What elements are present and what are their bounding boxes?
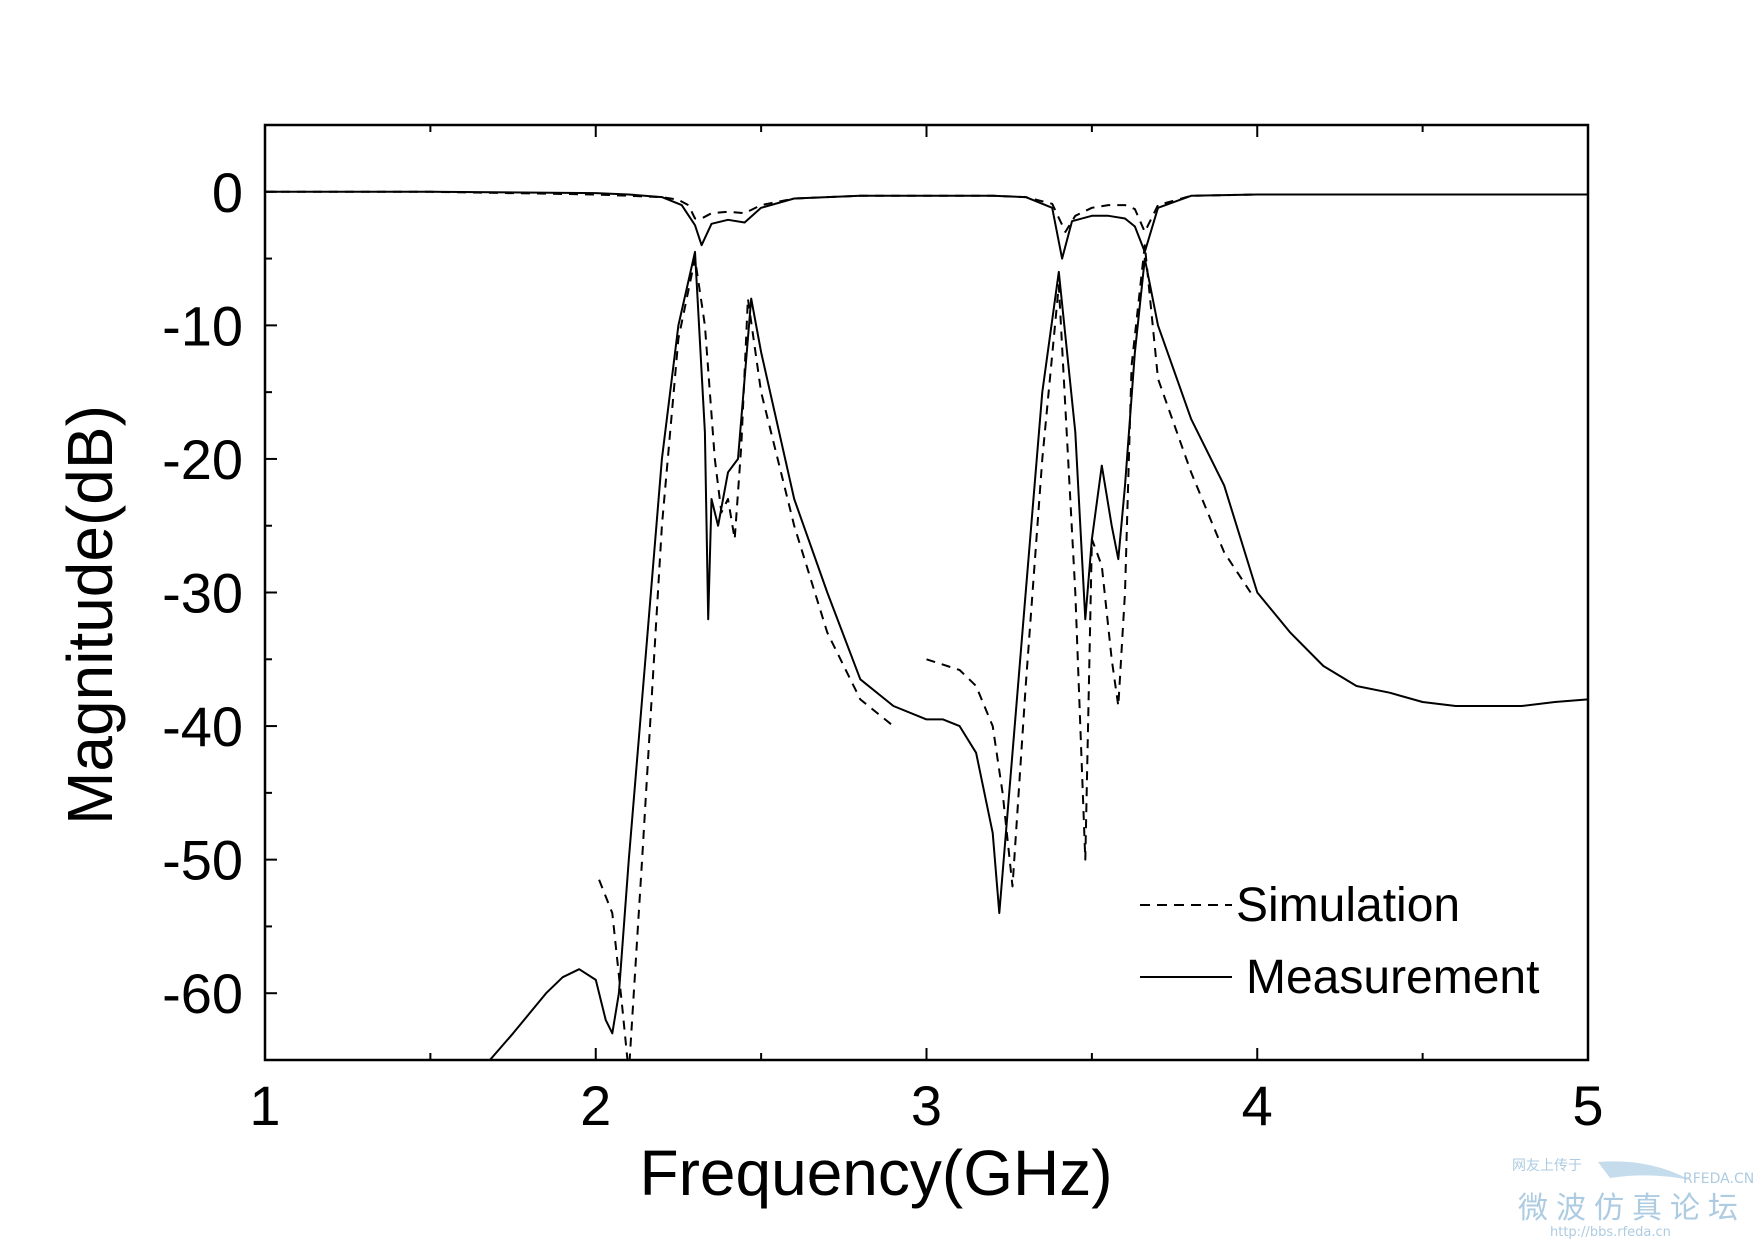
y-tick-label: -20 (162, 428, 243, 491)
simulation-s11-line-segment-2 (926, 244, 1252, 888)
x-tick-label: 5 (1572, 1074, 1603, 1137)
watermark-brand: RFEDA.CN (1683, 1171, 1754, 1187)
x-tick-label: 2 (580, 1074, 611, 1137)
y-tick-label: 0 (212, 161, 243, 224)
watermark-top-text: 网友上传于 (1512, 1158, 1582, 1174)
watermark-url: http://bbs.rfeda.cn (1550, 1225, 1671, 1240)
legend-measurement-label: Measurement (1246, 951, 1539, 1004)
y-tick-label: -50 (162, 829, 243, 892)
y-tick-label: -10 (162, 294, 243, 357)
x-tick-label: 4 (1242, 1074, 1273, 1137)
simulation-s11-line (598, 257, 895, 1060)
simulation-s21-line (265, 190, 1588, 233)
measurement-s11-line (489, 250, 1588, 1060)
watermark-chinese: 微波仿真论坛 (1518, 1191, 1746, 1226)
x-tick-label: 3 (911, 1074, 942, 1137)
measurement-s21-line (265, 190, 1588, 260)
x-axis-title: Frequency(GHz) (640, 1137, 1113, 1209)
watermark-wing-icon (1598, 1161, 1690, 1180)
y-tick-label: -30 (162, 562, 243, 625)
y-tick-label: -60 (162, 962, 243, 1025)
tick-labels: 1 2 3 4 5 0 -10 -20 -30 -40 -50 -60 (162, 161, 1604, 1137)
plot-series (265, 190, 1588, 1060)
legend: Simulation Measurement (1140, 879, 1539, 1004)
x-tick-label: 1 (249, 1074, 280, 1137)
watermark: 网友上传于 RFEDA.CN 微波仿真论坛 http://bbs.rfeda.c… (1512, 1158, 1754, 1240)
legend-simulation-label: Simulation (1236, 879, 1460, 932)
plot-frame (263, 123, 1590, 1062)
y-tick-label: -40 (162, 695, 243, 758)
y-axis-title: Magnitude(dB) (54, 405, 126, 825)
